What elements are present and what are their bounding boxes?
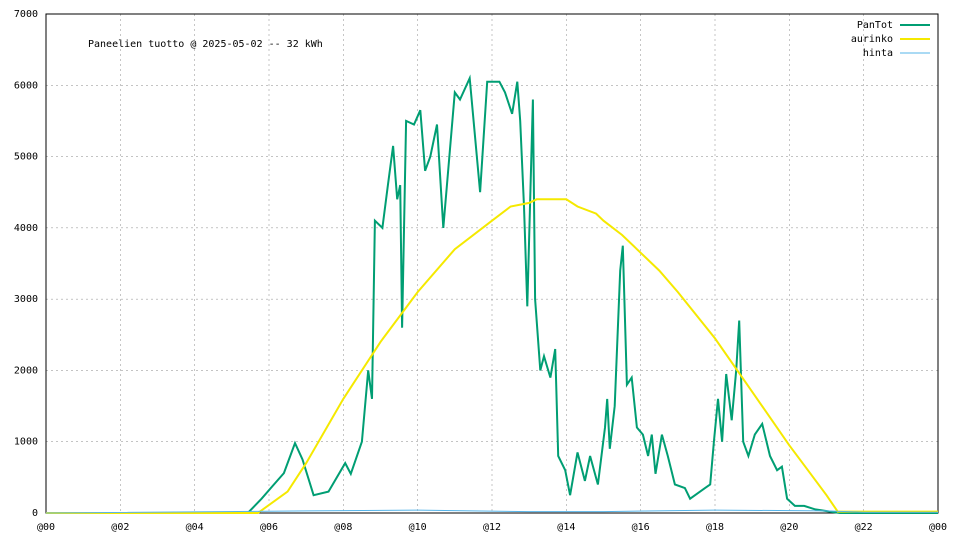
x-tick-label: @14 [557,522,575,533]
y-tick-label: 5000 [14,152,38,163]
x-tick-label: @06 [260,522,278,533]
x-tick-label: @22 [855,522,873,533]
x-tick-label: @20 [780,522,798,533]
y-tick-label: 1000 [14,437,38,448]
x-tick-label: @12 [483,522,501,533]
x-tick-label: @02 [111,522,129,533]
series-line [46,198,938,514]
plot-border [45,13,939,514]
y-tick-label: 6000 [14,80,38,91]
x-tick-label: @16 [632,522,650,533]
x-tick-label: @00 [929,522,947,533]
y-tick-label: 3000 [14,294,38,305]
legend-label: PanTot [857,20,893,31]
legend-label: aurinko [851,34,893,45]
chart-title: Paneelien tuotto @ 2025-05-02 -- 32 kWh [88,39,323,50]
y-tick-label: 2000 [14,365,38,376]
x-tick-label: @08 [334,522,352,533]
series-line [45,509,938,514]
x-tick-label: @04 [186,522,204,533]
x-tick-label: @00 [37,522,55,533]
series-line [46,74,938,514]
y-tick-label: 7000 [14,9,38,20]
y-tick-label: 0 [32,508,38,519]
y-tick-label: 4000 [14,223,38,234]
x-tick-label: @18 [706,522,724,533]
x-tick-label: @10 [409,522,427,533]
legend-label: hinta [863,48,893,59]
